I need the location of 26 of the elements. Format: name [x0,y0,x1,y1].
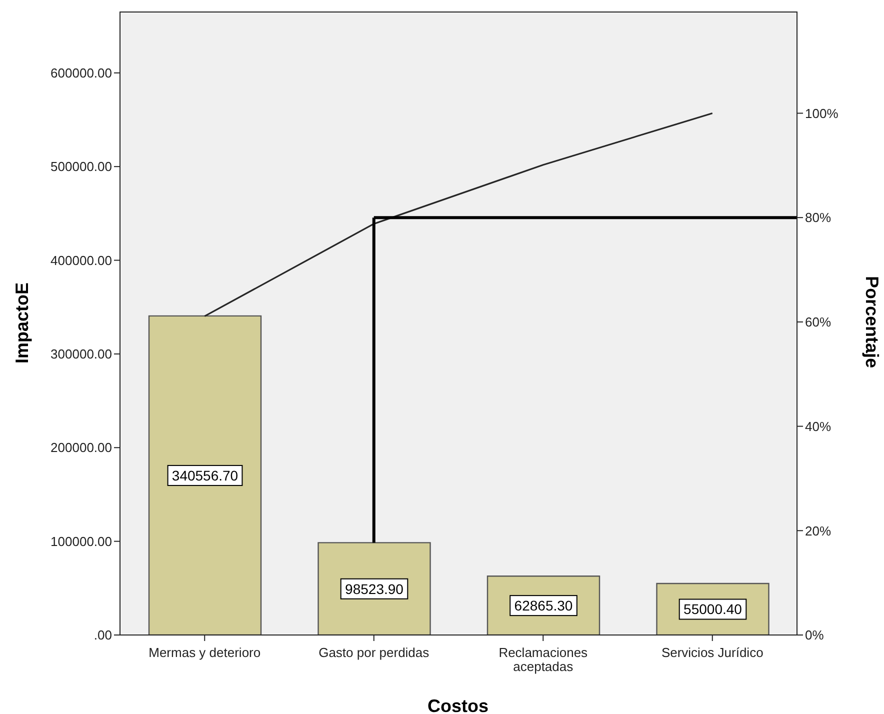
line-series [204,112,714,317]
y-tick-label: .00 [94,628,112,643]
y-axis-title: ImpactoE [12,282,32,364]
x-tick-label: Reclamaciones aceptadas [498,645,588,674]
data-label: 62865.30 [514,598,573,614]
x-tick-label: Gasto por perdidas [318,645,430,660]
data-label: 98523.90 [345,580,404,597]
x-axis-title: Costos [427,696,489,714]
y-tick-label: 200000.00 [50,440,112,456]
y-tick-label: 300000.00 [50,346,112,362]
y2-axis-title: Porcentaje [862,276,882,368]
y-tick-label: 100000.00 [50,534,112,549]
y2-tick-label: 0% [805,628,824,643]
data-label: 55000.40 [684,601,742,618]
x-tick-label: Servicios Jurídico [661,645,764,660]
y2-tick-label: 80% [805,210,832,226]
y-tick-label: 400000.00 [50,252,112,268]
y2-tick-label: 40% [805,418,832,434]
y2-tick-label: 100% [805,106,839,121]
x-tick-label: Mermas y deterioro [148,645,261,660]
data-label: 340556.70 [172,467,238,484]
y-tick-label: 500000.00 [50,159,112,174]
y-tick-label: 600000.00 [50,66,112,81]
bar [148,315,262,635]
y2-tick-label: 60% [805,314,832,330]
y2-tick-label: 20% [805,523,832,538]
